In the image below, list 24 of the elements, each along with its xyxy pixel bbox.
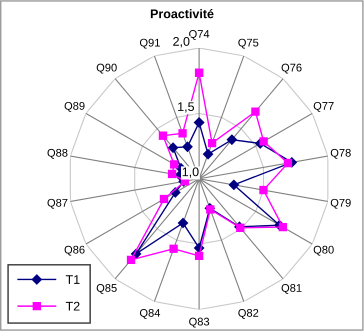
spoke-label: Q83 <box>189 318 210 328</box>
y-tick-label: 2,0 <box>173 36 190 48</box>
spoke-label: Q78 <box>330 148 351 159</box>
spoke-label: Q75 <box>238 38 258 49</box>
legend-label: T1 <box>66 275 80 284</box>
legend-label: T2 <box>66 302 80 310</box>
spoke-label: Q76 <box>282 64 302 74</box>
y-tick-label: 1,0 <box>182 167 199 178</box>
spoke-label: Q89 <box>64 102 85 112</box>
spoke-label: Q82 <box>238 309 258 319</box>
chart-title: Proactivité <box>150 8 214 18</box>
spoke-label: Q79 <box>330 198 351 209</box>
spoke-label: Q86 <box>64 246 85 256</box>
spoke-label: Q85 <box>96 284 117 294</box>
y-tick-label: 1,5 <box>178 102 194 113</box>
spoke-label: Q80 <box>314 246 334 256</box>
spoke-label: Q88 <box>48 148 68 159</box>
spoke-label: Q77 <box>314 102 334 112</box>
spoke-label: Q74 <box>189 30 210 40</box>
spoke-label: Q81 <box>282 284 302 294</box>
spoke-label: Q87 <box>48 198 68 209</box>
spoke-label: Q91 <box>140 38 160 49</box>
spoke-label: Q84 <box>140 309 160 319</box>
spoke-label: Q90 <box>96 64 117 74</box>
